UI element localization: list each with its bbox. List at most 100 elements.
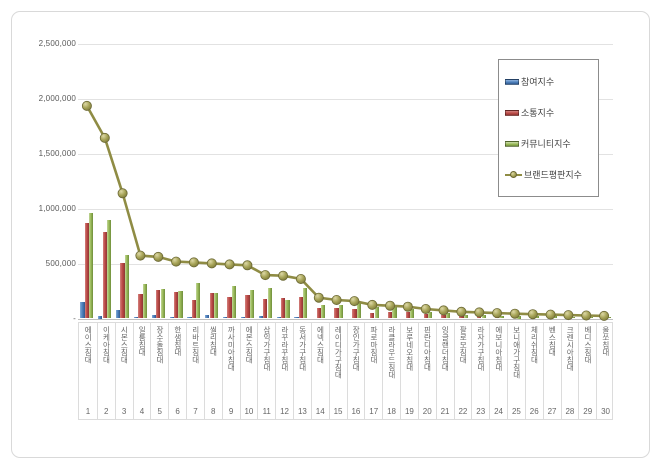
bar-community-index bbox=[517, 315, 522, 319]
rank-label: 20 bbox=[422, 407, 432, 416]
bar-participation-index bbox=[169, 316, 174, 319]
category-name-label: 삼익가구침대 bbox=[262, 326, 272, 371]
rank-label: 17 bbox=[369, 407, 379, 416]
category-cell: 크렌시아침대 28 bbox=[560, 323, 579, 419]
category-name-label: 씰리침대 bbox=[208, 326, 218, 356]
category-name-label: 동서가구침대 bbox=[298, 326, 308, 371]
category-cell: 에보니아침대 24 bbox=[489, 323, 507, 419]
bar-community-index bbox=[178, 290, 183, 319]
y-axis-tick-label: 1,500,000 bbox=[38, 149, 76, 158]
bar-participation-index bbox=[294, 316, 299, 319]
category-cell: 일룸침대 4 bbox=[132, 323, 151, 419]
bar-participation-index bbox=[401, 317, 406, 319]
legend-item-label: 소통지수 bbox=[521, 108, 555, 118]
category-cell: 씰리침대 8 bbox=[203, 323, 222, 419]
legend-item-label: 참여지수 bbox=[521, 77, 555, 87]
bar-participation-index bbox=[365, 317, 370, 319]
category-name-label: 크렌시아침대 bbox=[565, 326, 575, 371]
category-cell: 리바트침대 7 bbox=[186, 323, 204, 419]
bar-community-index bbox=[445, 312, 451, 319]
category-cell: 파로마침대 17 bbox=[364, 323, 382, 419]
category-cell: 삼익가구침대 11 bbox=[257, 323, 275, 419]
bar-community-index bbox=[338, 305, 344, 319]
category-name-label: 라자가구침대 bbox=[476, 326, 486, 371]
bar-participation-index bbox=[437, 317, 442, 319]
category-name-label: 에이스침대 bbox=[83, 326, 93, 364]
bar-community-index bbox=[392, 305, 397, 319]
rank-label: 3 bbox=[121, 407, 127, 416]
bar-communication-index bbox=[459, 316, 464, 319]
bar-community-index bbox=[535, 316, 540, 319]
category-name-label: 일룸침대 bbox=[137, 326, 147, 356]
category-cell: 장인가구침대 16 bbox=[346, 323, 365, 419]
rank-label: 26 bbox=[529, 407, 539, 416]
category-cell: 에이스침대 1 bbox=[79, 323, 97, 419]
category-cell: 장수돌침대 5 bbox=[150, 323, 168, 419]
category-name-label: 체리쉬침대 bbox=[529, 326, 539, 364]
bar-community-index bbox=[606, 316, 611, 319]
rank-label: 25 bbox=[511, 407, 521, 416]
gridline bbox=[78, 43, 613, 45]
bar-community-index bbox=[231, 286, 237, 319]
bar-participation-index bbox=[258, 316, 263, 319]
category-cell: 보니애가구침대 25 bbox=[507, 323, 525, 419]
rank-label: 30 bbox=[601, 407, 611, 416]
rank-label: 16 bbox=[351, 407, 361, 416]
participation-bar-swatch-icon bbox=[505, 78, 519, 85]
category-cell: 이케아침대 2 bbox=[96, 323, 115, 419]
category-cell: 시몬스침대 3 bbox=[114, 323, 133, 419]
category-cell: 레이디가구침대 15 bbox=[328, 323, 347, 419]
bar-community-index bbox=[303, 288, 308, 319]
category-cell: 한샘침대 6 bbox=[168, 323, 186, 419]
rank-label: 28 bbox=[565, 407, 575, 416]
bar-community-index bbox=[374, 307, 379, 319]
y-axis-tick-label: - bbox=[73, 314, 76, 323]
bar-community-index bbox=[588, 316, 593, 319]
bar-participation-index bbox=[80, 301, 85, 319]
bar-participation-index bbox=[312, 317, 317, 319]
bar-community-index bbox=[321, 304, 326, 319]
category-cell: 잉글랜더침대 21 bbox=[435, 323, 454, 419]
rank-label: 2 bbox=[104, 407, 109, 416]
bar-community-index bbox=[285, 300, 290, 319]
bar-community-index bbox=[214, 292, 219, 319]
bar-participation-index bbox=[240, 317, 246, 319]
category-name-label: 에몬스침대 bbox=[244, 326, 254, 364]
rank-label: 13 bbox=[297, 407, 307, 416]
bar-participation-index bbox=[383, 317, 388, 319]
category-name-label: 핀란디아침대 bbox=[422, 326, 432, 371]
category-name-label: 이케아침대 bbox=[101, 326, 111, 364]
category-name-label: 에넥스침대 bbox=[315, 326, 325, 364]
bar-participation-index bbox=[133, 316, 139, 319]
legend-item-label: 브랜드평판지수 bbox=[524, 170, 582, 180]
category-cell: 팔로모침대 22 bbox=[453, 323, 472, 419]
bar-community-index bbox=[249, 290, 254, 319]
category-name-label: 까사미아침대 bbox=[226, 326, 236, 371]
category-cell: 보루네오침대 19 bbox=[400, 323, 418, 419]
bar-community-index bbox=[410, 308, 415, 319]
category-name-label: 리바트침대 bbox=[191, 326, 201, 364]
bar-community-index bbox=[160, 289, 165, 319]
y-axis-tick-label: 1,000,000 bbox=[38, 204, 76, 213]
bar-community-index bbox=[89, 212, 94, 319]
category-name-label: 잉글랜더침대 bbox=[440, 326, 450, 371]
legend: 참여지수 소통지수 커뮤니티지수 브랜드평판지수 bbox=[498, 59, 599, 197]
gridline bbox=[78, 208, 613, 210]
rank-label: 21 bbox=[440, 407, 450, 416]
category-cell: 라자가구침대 23 bbox=[471, 323, 489, 419]
category-name-label: 팔로모침대 bbox=[458, 326, 468, 364]
rank-label: 6 bbox=[175, 407, 180, 416]
rank-label: 12 bbox=[280, 407, 290, 416]
legend-item-brand-reputation: 브랜드평판지수 bbox=[505, 169, 598, 181]
rank-label: 22 bbox=[458, 407, 468, 416]
rank-label: 11 bbox=[262, 407, 271, 416]
category-name-label: 시몬스침대 bbox=[119, 326, 129, 364]
category-name-label: 에보니아침대 bbox=[494, 326, 504, 371]
y-axis-tick-label: 500,000 bbox=[45, 259, 76, 268]
rank-label: 10 bbox=[244, 407, 254, 416]
bar-community-index bbox=[499, 315, 504, 319]
bar-community-index bbox=[267, 287, 272, 319]
category-cell: 핀란디아침대 20 bbox=[417, 323, 436, 419]
bar-community-index bbox=[570, 316, 575, 319]
rank-label: 19 bbox=[404, 407, 414, 416]
